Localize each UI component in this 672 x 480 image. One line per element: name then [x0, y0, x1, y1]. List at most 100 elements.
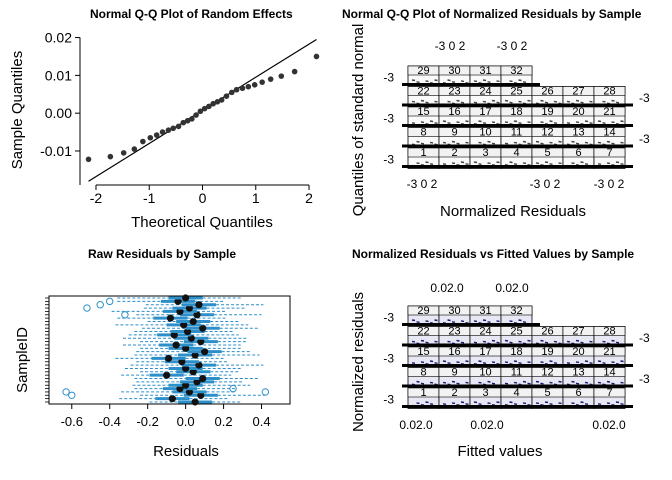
median-point	[185, 304, 194, 312]
strip-label: 7	[606, 147, 612, 159]
trellis-mark	[425, 401, 429, 404]
trellis-mark	[580, 161, 584, 164]
qq-normalized-chart: Quantiles of standard normal Normalized …	[350, 24, 650, 220]
trellis-mark	[473, 401, 478, 404]
strip-label: 14	[603, 367, 615, 379]
trellis-mark	[606, 402, 611, 405]
trellis-mark	[478, 120, 482, 123]
bottom-tick-label: -3 0 2	[530, 177, 561, 191]
trellis-mark	[456, 339, 460, 342]
trellis-mark	[513, 403, 518, 405]
trellis-mark	[544, 341, 549, 344]
qq-point	[189, 116, 195, 122]
strip-label: 27	[572, 86, 584, 98]
trellis-mark	[487, 402, 491, 405]
x-tick-label: 0.2	[215, 414, 233, 429]
median-point	[174, 297, 182, 305]
trellis-mark	[566, 362, 571, 364]
strip-label: 15	[417, 346, 429, 358]
strip-label: 4	[513, 387, 519, 399]
trellis-mark	[447, 122, 451, 124]
qq-point	[193, 112, 199, 118]
bottom-tick-label: 0.02.0	[592, 418, 626, 432]
qq-point	[218, 97, 225, 103]
qq-point	[184, 117, 191, 124]
trellis-mark	[580, 101, 584, 104]
trellis-mark	[611, 382, 615, 385]
trellis-mark	[509, 80, 513, 83]
x-tick-label: 0.0	[177, 414, 195, 429]
qq-point	[233, 86, 240, 93]
strip	[593, 106, 626, 117]
trellis-mark	[451, 380, 456, 383]
x-tick-label: -0.2	[136, 414, 158, 429]
trellis-mark	[456, 382, 460, 385]
strip	[593, 387, 626, 398]
trellis-mark	[429, 141, 434, 144]
trellis-mark	[465, 120, 469, 123]
median-point	[182, 294, 190, 302]
trellis-mark	[425, 341, 429, 344]
trellis-mark	[571, 402, 575, 405]
trellis-mark	[553, 100, 558, 103]
trellis-mark	[580, 341, 584, 344]
trellis-mark	[571, 162, 575, 165]
trellis-mark	[473, 320, 478, 323]
y-tick-label: -3	[383, 152, 394, 166]
trellis-mark	[558, 162, 562, 165]
strip-label: 25	[510, 326, 522, 338]
strip-label: 22	[417, 86, 429, 98]
trellis-mark	[451, 321, 456, 323]
median-point	[201, 348, 209, 356]
trellis-mark	[527, 142, 531, 145]
trellis-mark	[491, 382, 496, 385]
raw-residuals-chart: SampleID Residuals -0.6 -0.4 -0.2 0.0 0.2 0.4	[14, 294, 291, 460]
strip-label: 26	[541, 86, 553, 98]
y-tick-label: -3	[383, 111, 394, 125]
trellis-mark	[460, 101, 465, 104]
trellis-mark	[420, 99, 425, 102]
strip-label: 5	[544, 147, 550, 159]
trellis-mark	[558, 380, 562, 383]
strip	[593, 86, 626, 96]
trellis-mark	[465, 381, 469, 384]
trellis-mark	[558, 140, 562, 143]
qq-point	[228, 89, 235, 96]
trellis-mark	[522, 380, 527, 383]
trellis-mark	[496, 101, 500, 104]
y-tick-label: 0.02	[45, 30, 72, 46]
trellis-mark	[420, 121, 425, 124]
raw-residuals-title: Raw Residuals by Sample	[88, 247, 237, 261]
strip-label: 1	[420, 387, 426, 399]
trellis-mark	[420, 382, 425, 385]
strip-label: 13	[572, 127, 584, 139]
median-point	[182, 364, 190, 373]
strip-label: 31	[479, 305, 491, 317]
strip-label: 6	[575, 147, 581, 159]
trellis-mark	[522, 162, 527, 165]
median-point	[195, 361, 203, 369]
trellis-mark	[535, 380, 540, 383]
trellis-mark	[522, 140, 527, 143]
trellis-mark	[456, 142, 460, 145]
trellis-mark	[553, 122, 558, 124]
outlier-point	[96, 301, 104, 309]
trellis-mark	[504, 142, 509, 145]
strip-label: 25	[510, 86, 522, 98]
strip-label: 4	[513, 147, 519, 159]
x-tick-label: -2	[90, 190, 103, 206]
trellis-mark	[482, 100, 487, 103]
median-point	[183, 327, 192, 336]
trellis-mark	[504, 99, 509, 102]
trellis-mark	[597, 360, 602, 363]
trellis-mark	[575, 361, 580, 364]
trellis-mark	[535, 402, 540, 405]
trellis-mark	[509, 320, 513, 323]
trellis-mark	[549, 360, 553, 363]
trellis-mark	[584, 381, 589, 384]
trellis-mark	[442, 141, 447, 144]
trellis-mark	[451, 162, 456, 165]
trellis-mark	[513, 141, 518, 144]
strip-label: 14	[603, 127, 615, 139]
trellis-mark	[456, 99, 460, 102]
